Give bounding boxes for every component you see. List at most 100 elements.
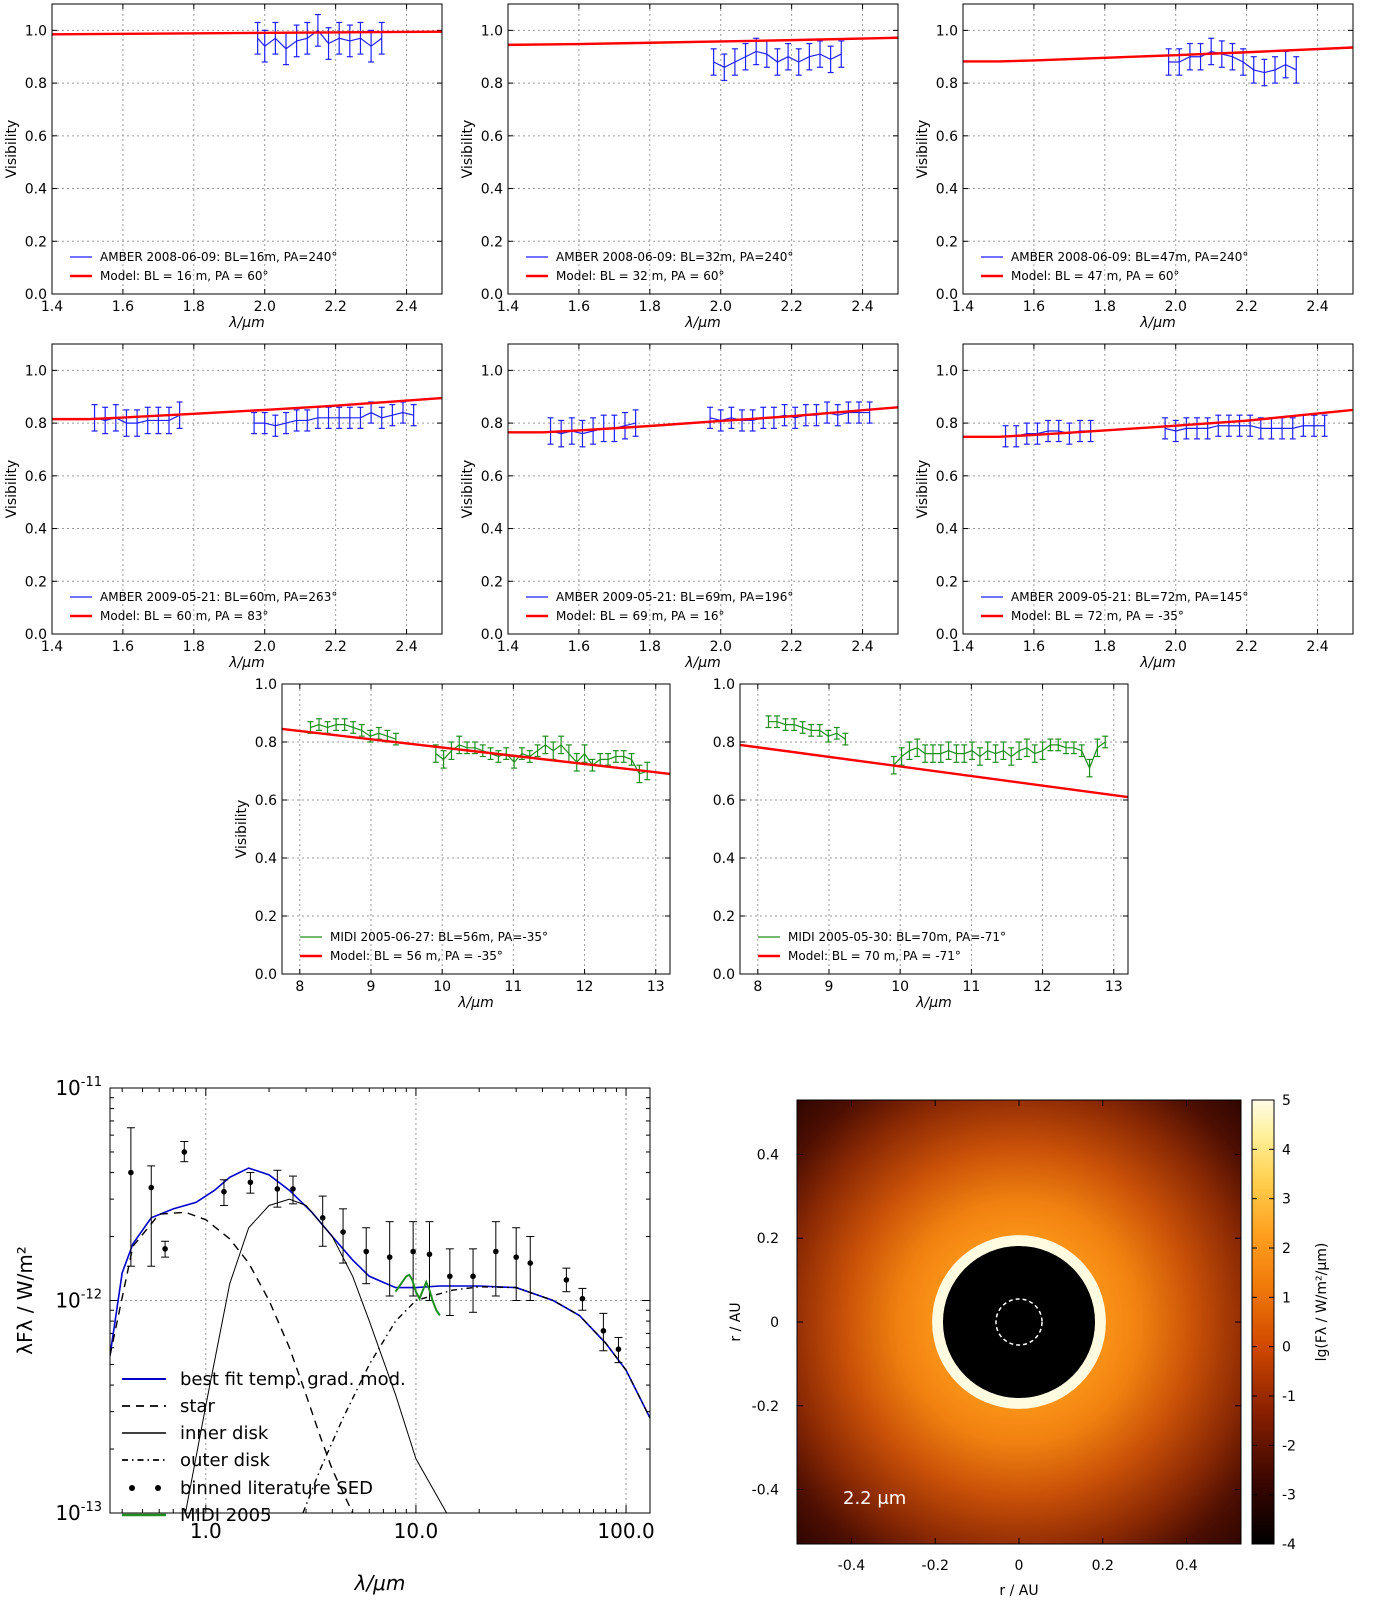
y-tick-label: 1.0 <box>936 363 958 379</box>
x-axis-label: λ/μm <box>228 315 265 331</box>
y-tick-label: 0.6 <box>481 129 503 145</box>
sed-point <box>319 1215 326 1221</box>
colorbar-tick-label: 2 <box>1282 1241 1291 1257</box>
x-tick-label: 8 <box>753 979 762 995</box>
model-curve <box>508 36 898 47</box>
x-axis-label: λ/μm <box>915 995 952 1011</box>
map-y-tick-label: -0.2 <box>752 1399 779 1415</box>
x-tick-label: 2.2 <box>325 299 347 315</box>
x-tick-label: 2.0 <box>1165 639 1187 655</box>
legend-label-data: AMBER 2008-06-09: BL=16m, PA=240° <box>100 250 337 264</box>
y-tick-label: 1.0 <box>481 23 503 39</box>
x-tick-label: 11 <box>504 979 522 995</box>
y-tick-label: 0.2 <box>936 234 958 250</box>
x-tick-label: 1.6 <box>568 299 590 315</box>
x-tick-label: 2.4 <box>1306 299 1328 315</box>
sed-point <box>274 1186 281 1192</box>
plot-frame <box>507 343 899 635</box>
sed-y-axis-label: λFλ / W/m² <box>13 1246 37 1355</box>
y-tick-label: 0.6 <box>481 469 503 485</box>
y-tick-label: 0.2 <box>25 574 47 590</box>
y-tick-label: 0.8 <box>25 76 47 92</box>
x-tick-label: 2.0 <box>254 299 276 315</box>
x-tick-label: 12 <box>576 979 594 995</box>
y-tick-label: 1.0 <box>25 23 47 39</box>
y-tick-label: 0.0 <box>481 287 503 303</box>
colorbar-label: lg(Fλ / W/m²/μm) <box>1314 1243 1330 1362</box>
legend-label-model: Model: BL = 32 m, PA = 60° <box>556 269 725 283</box>
sed-legend-label: best fit temp. grad. mod. <box>180 1369 406 1390</box>
plot-frame <box>739 683 1129 975</box>
x-tick-label: 1.6 <box>568 639 590 655</box>
y-tick-label: 0.8 <box>255 735 277 751</box>
map-y-tick-label: 0.2 <box>757 1231 779 1247</box>
data-line <box>254 411 414 427</box>
y-tick-label: 0.4 <box>481 522 503 538</box>
sed-point <box>470 1273 476 1280</box>
sed-y-tick-base: 10 <box>55 1501 80 1525</box>
sed-legend-label: inner disk <box>180 1423 269 1444</box>
colorbar-tick-label: -3 <box>1282 1488 1296 1504</box>
data-line <box>1164 425 1325 432</box>
colorbar-tick-label: 3 <box>1282 1192 1291 1208</box>
map-y-axis-label: r / AU <box>728 1302 744 1341</box>
sed-point <box>563 1277 570 1283</box>
y-tick-label: 0.4 <box>255 851 277 867</box>
x-tick-label: 1.4 <box>41 639 63 655</box>
colorbar-tick-label: -1 <box>1282 1389 1296 1405</box>
y-tick-label: 0.0 <box>936 287 958 303</box>
x-tick-label: 2.2 <box>1236 639 1258 655</box>
colorbar-tick-label: 0 <box>1282 1340 1291 1356</box>
y-tick-label: 0.6 <box>25 469 47 485</box>
plot-frame <box>962 343 1354 635</box>
sed-point <box>579 1295 586 1302</box>
model-curve <box>963 46 1353 63</box>
x-tick-label: 2.4 <box>851 299 873 315</box>
y-tick-label: 0.8 <box>936 416 958 432</box>
x-axis-label: λ/μm <box>1139 315 1176 331</box>
sed-curve-dashed-black <box>110 1211 354 1513</box>
sed-y-tick-exp: -11 <box>81 1075 102 1090</box>
y-axis-label: Visibility <box>460 120 476 179</box>
sed-y-tick-label: 10-11 <box>55 1075 102 1100</box>
colorbar <box>1251 1099 1275 1545</box>
y-tick-label: 0.4 <box>25 522 47 538</box>
legend-label-data: AMBER 2008-06-09: BL=47m, PA=240° <box>1011 250 1248 264</box>
legend-label-model: Model: BL = 69 m, PA = 16° <box>556 609 725 623</box>
x-tick-label: 11 <box>962 979 980 995</box>
y-tick-label: 0.8 <box>481 76 503 92</box>
sed-y-tick-label: 10-13 <box>55 1500 102 1525</box>
y-tick-label: 1.0 <box>936 23 958 39</box>
sed-point <box>386 1254 393 1260</box>
sed-point <box>493 1248 499 1255</box>
sed-point <box>363 1248 370 1255</box>
y-tick-label: 0.6 <box>713 793 735 809</box>
sed-y-tick-exp: -13 <box>81 1500 102 1515</box>
y-axis-label: Visibility <box>234 800 250 859</box>
sed-point <box>513 1254 519 1260</box>
y-tick-label: 0.0 <box>481 627 503 643</box>
y-axis-label: Visibility <box>4 460 20 519</box>
x-tick-label: 1.6 <box>112 299 134 315</box>
sed-y-tick-base: 10 <box>55 1076 80 1100</box>
y-axis-label: Visibility <box>460 460 476 519</box>
y-tick-label: 1.0 <box>255 677 277 693</box>
sed-point <box>527 1260 534 1266</box>
map-y-tick-label: -0.4 <box>752 1483 779 1499</box>
x-axis-label: λ/μm <box>457 995 494 1011</box>
x-axis-label: λ/μm <box>228 655 265 671</box>
x-tick-label: 1.6 <box>1023 299 1045 315</box>
x-tick-label: 13 <box>1105 979 1123 995</box>
y-tick-label: 0.2 <box>255 909 277 925</box>
y-tick-label: 0.2 <box>936 574 958 590</box>
x-tick-label: 9 <box>367 979 376 995</box>
sed-y-tick-label: 10-12 <box>55 1288 102 1313</box>
plot-frame <box>281 683 671 975</box>
colorbar-tick-label: -2 <box>1282 1438 1296 1454</box>
y-tick-label: 0.0 <box>936 627 958 643</box>
legend-label-model: Model: BL = 47 m, PA = 60° <box>1011 269 1180 283</box>
y-tick-label: 0.0 <box>255 967 277 983</box>
y-tick-label: 0.8 <box>25 416 47 432</box>
y-tick-label: 0.4 <box>936 522 958 538</box>
